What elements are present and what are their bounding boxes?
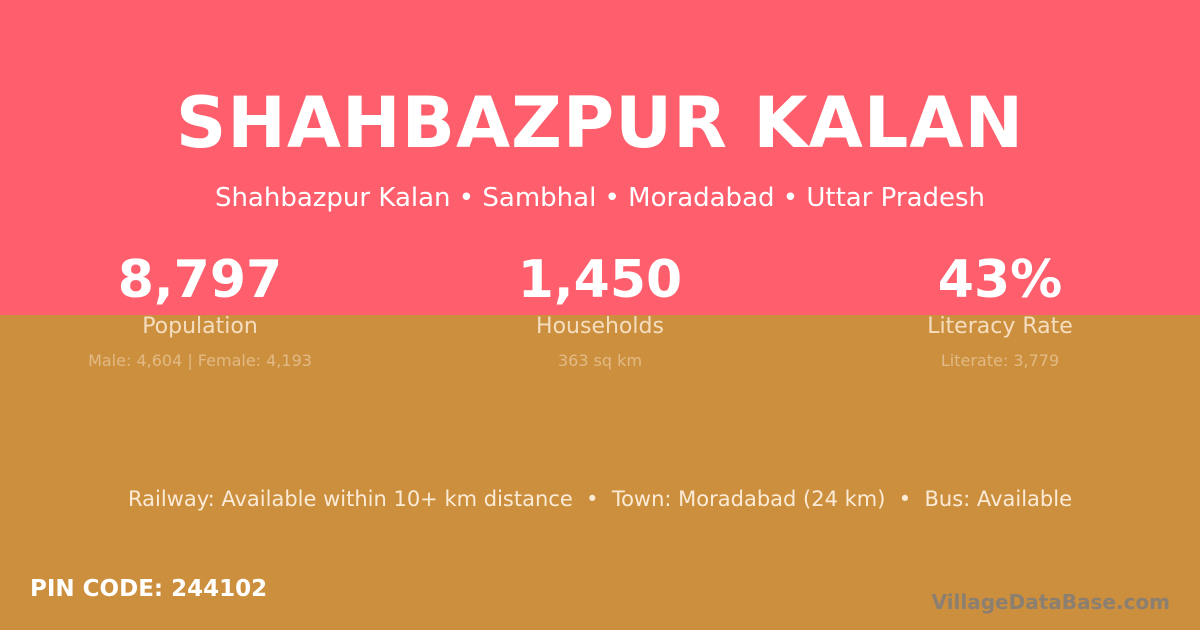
stat-detail: 363 sq km xyxy=(557,351,643,370)
page-title: SHAHBAZPUR KALAN xyxy=(175,82,1025,164)
transport-info: Railway: Available within 10+ km distanc… xyxy=(128,487,1072,511)
stat-value: 43% xyxy=(937,250,1063,310)
stat-label: Households xyxy=(536,314,664,339)
breadcrumb: Shahbazpur Kalan • Sambhal • Moradabad •… xyxy=(214,183,986,213)
stat-detail: Literate: 3,779 xyxy=(940,351,1060,370)
stat-detail: Male: 4,604 | Female: 4,193 xyxy=(88,351,312,370)
stat-label: Population xyxy=(142,314,258,339)
stat-households: 1,450 Households 363 sq km xyxy=(400,250,800,370)
stat-value: 1,450 xyxy=(517,250,683,310)
header-band xyxy=(0,0,1200,315)
stat-population: 8,797 Population Male: 4,604 | Female: 4… xyxy=(0,250,400,370)
stat-value: 8,797 xyxy=(117,250,283,310)
stat-label: Literacy Rate xyxy=(927,314,1073,339)
stat-literacy: 43% Literacy Rate Literate: 3,779 xyxy=(800,250,1200,370)
pin-code: PIN CODE: 244102 xyxy=(30,576,268,602)
site-logo: VillageDataBase.com xyxy=(931,590,1170,614)
